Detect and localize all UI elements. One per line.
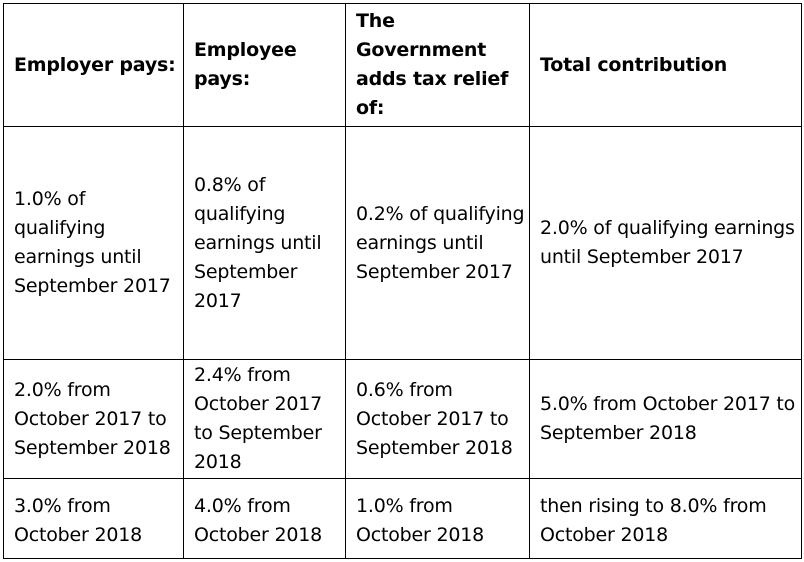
table-row: 2.0% from October 2017 to September 2018… [3,359,802,479]
table-cell: 2.0% of qualifying earnings until Septem… [529,126,802,360]
table-header-row: Employer pays: Employee pays: The Govern… [3,3,802,127]
contribution-table-frame: Employer pays: Employee pays: The Govern… [3,3,802,559]
header-employer-pays: Employer pays: [3,3,184,127]
table-cell: 0.8% of qualifying earnings until Septem… [183,126,346,360]
table-cell: 5.0% from October 2017 to September 2018 [529,359,802,479]
contribution-table: Employer pays: Employee pays: The Govern… [3,3,802,559]
header-total-contribution: Total contribution [529,3,802,127]
table-cell: 2.4% from October 2017 to September 2018 [183,359,346,479]
header-employee-pays: Employee pays: [183,3,346,127]
table-cell: then rising to 8.0% from October 2018 [529,478,802,559]
table-cell: 0.2% of qualifying earnings until Septem… [345,126,530,360]
table-cell: 0.6% from October 2017 to September 2018 [345,359,530,479]
table-cell: 4.0% from October 2018 [183,478,346,559]
table-row: 3.0% from October 2018 4.0% from October… [3,478,802,559]
table-row: 1.0% of qualifying earnings until Septem… [3,126,802,360]
table-cell: 3.0% from October 2018 [3,478,184,559]
table-cell: 1.0% from October 2018 [345,478,530,559]
table-cell: 2.0% from October 2017 to September 2018 [3,359,184,479]
header-government-tax-relief: The Government adds tax relief of: [345,3,530,127]
table-cell: 1.0% of qualifying earnings until Septem… [3,126,184,360]
